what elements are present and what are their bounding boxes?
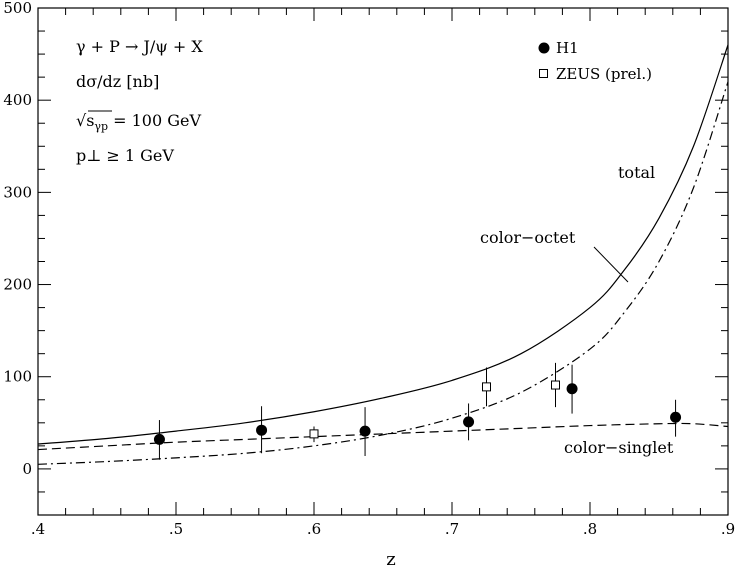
y-tick-label: 0 (22, 460, 32, 478)
theory-curves (37, 44, 729, 465)
energy-prefix: √s (76, 111, 94, 130)
y-tick-label: 200 (3, 276, 32, 294)
zeus-point (551, 380, 560, 390)
h1-point (359, 425, 371, 437)
curve-label-octet: color−octet (480, 228, 576, 247)
x-tick-label: .7 (445, 520, 459, 538)
zeus-point (309, 429, 319, 439)
h1-point (256, 424, 268, 436)
legend-h1-marker (538, 42, 550, 54)
h1-point (670, 411, 682, 423)
legend-zeus-label: ZEUS (prel.) (556, 65, 652, 83)
h1-point (463, 416, 475, 428)
process-annotation: γ + P → J/ψ + X (76, 37, 203, 56)
energy-sub: γp (94, 120, 108, 133)
y-tick-label: 100 (3, 368, 32, 386)
pt-cut-annotation: p⊥ ≥ 1 GeV (76, 146, 174, 165)
zeus-point (482, 382, 491, 392)
octet-label-pointer (593, 246, 629, 283)
x-tick-label: .4 (31, 520, 45, 538)
energy-value: = 100 GeV (108, 111, 201, 130)
legend-h1-label: H1 (556, 39, 579, 57)
curve-singlet (37, 422, 729, 451)
x-tick-label: .9 (721, 520, 735, 538)
x-axis-title: z (386, 549, 395, 568)
energy-annotation: √sγp = 100 GeV (76, 111, 201, 133)
curve-total (37, 44, 729, 445)
tick-labels: .4 .5 .6 .7 .8 .9 0 100 200 300 400 500 (3, 0, 735, 538)
axis-ticks (37, 7, 729, 516)
legend-zeus-marker (539, 69, 548, 78)
h1-point (566, 383, 578, 395)
x-tick-label: .8 (583, 520, 597, 538)
y-tick-label: 300 (3, 183, 32, 201)
y-tick-label: 500 (3, 0, 32, 17)
x-tick-label: .5 (169, 520, 183, 538)
y-tick-label: 400 (3, 91, 32, 109)
x-tick-label: .6 (307, 520, 321, 538)
curve-octet (37, 81, 729, 465)
h1-point (153, 433, 165, 445)
curve-label-singlet: color−singlet (564, 438, 674, 457)
observable-annotation: dσ/dz [nb] (76, 72, 159, 91)
data-points (153, 362, 682, 460)
curve-label-total: total (618, 163, 655, 182)
